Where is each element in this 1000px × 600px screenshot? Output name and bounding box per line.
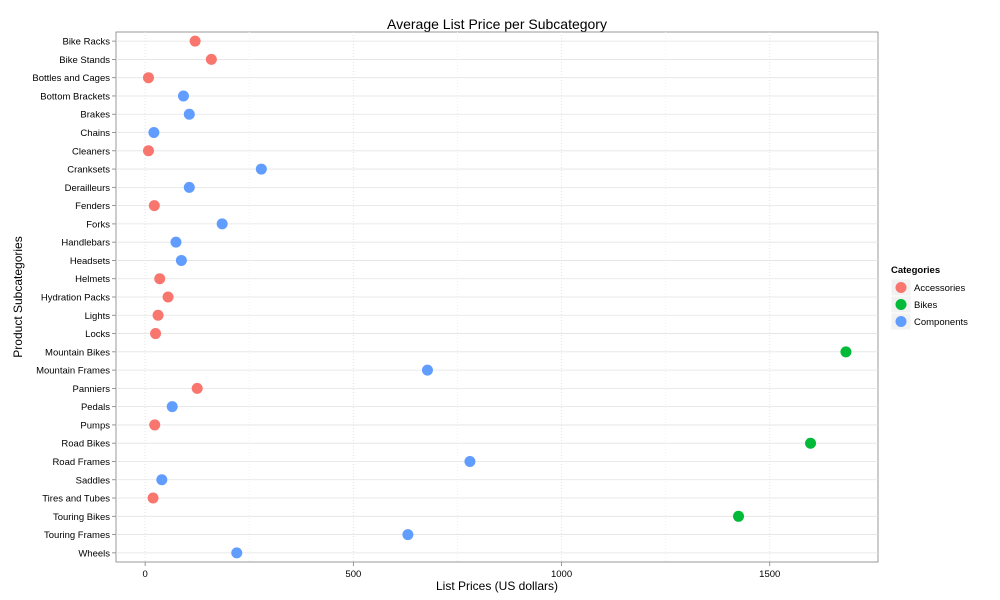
y-tick-label: Forks: [86, 219, 110, 230]
legend-label: Bikes: [914, 300, 937, 311]
data-point: [464, 455, 476, 467]
y-tick-label: Cranksets: [67, 165, 110, 176]
data-point: [421, 364, 433, 376]
data-point: [183, 108, 195, 120]
data-point: [805, 437, 817, 449]
data-points: [142, 35, 852, 559]
data-point: [154, 273, 166, 285]
legend: Categories Accessories Bikes Components: [890, 265, 968, 331]
y-tick-label: Handlebars: [61, 238, 110, 249]
data-point: [840, 346, 852, 358]
y-tick-label: Hydration Packs: [41, 293, 110, 304]
data-point: [147, 492, 159, 504]
axis-ticks: 0 500 1000 1500 Bike Racks Bike Stands Bottles…: [32, 37, 780, 580]
y-tick-label: Bottom Brackets: [40, 91, 110, 102]
data-point: [205, 53, 217, 65]
legend-swatch: [895, 299, 907, 310]
data-point: [231, 547, 243, 559]
x-tick-label: 0: [142, 569, 147, 580]
data-point: [150, 328, 162, 340]
y-tick-label: Touring Frames: [44, 530, 110, 541]
data-point: [162, 291, 174, 303]
x-axis-title: List Prices (US dollars): [436, 579, 558, 593]
data-point: [142, 145, 154, 157]
x-tick-label: 1000: [551, 569, 572, 580]
data-point: [402, 529, 414, 541]
y-tick-label: Pedals: [81, 402, 110, 413]
data-point: [142, 72, 154, 84]
y-tick-label: Fenders: [75, 201, 110, 212]
y-tick-label: Bike Racks: [62, 37, 110, 48]
data-point: [166, 401, 178, 413]
y-tick-label: Panniers: [73, 384, 111, 395]
y-tick-label: Road Frames: [52, 457, 110, 468]
y-tick-label: Road Bikes: [61, 439, 110, 450]
y-tick-label: Helmets: [75, 274, 110, 285]
y-tick-label: Locks: [85, 329, 110, 340]
data-point: [148, 200, 160, 212]
data-point: [149, 419, 161, 431]
grid-lines: [116, 32, 878, 562]
legend-label: Accessories: [914, 283, 965, 294]
y-tick-label: Bike Stands: [59, 55, 110, 66]
data-point: [733, 510, 745, 522]
legend-swatch: [895, 316, 907, 327]
legend-title: Categories: [891, 265, 940, 276]
legend-label: Components: [914, 317, 968, 328]
y-tick-label: Pumps: [80, 420, 110, 431]
y-tick-label: Headsets: [70, 256, 110, 267]
y-tick-label: Bottles and Cages: [32, 73, 110, 84]
y-tick-label: Brakes: [80, 110, 110, 121]
data-point: [156, 474, 168, 486]
data-point: [148, 127, 160, 139]
x-tick-label: 500: [345, 569, 361, 580]
data-point: [191, 382, 203, 394]
y-tick-label: Lights: [85, 311, 111, 322]
y-tick-label: Cleaners: [72, 146, 110, 157]
y-tick-label: Mountain Bikes: [45, 347, 110, 358]
y-tick-label: Wheels: [78, 548, 110, 559]
y-tick-label: Mountain Frames: [36, 366, 110, 377]
data-point: [216, 218, 228, 230]
y-axis-title: Product Subcategories: [11, 236, 25, 357]
y-tick-label: Tires and Tubes: [42, 494, 110, 505]
y-tick-label: Derailleurs: [65, 183, 111, 194]
legend-swatch: [895, 282, 907, 293]
data-point: [170, 236, 182, 248]
y-tick-label: Saddles: [76, 475, 111, 486]
chart-title: Average List Price per Subcategory: [387, 16, 607, 32]
y-tick-label: Touring Bikes: [53, 512, 110, 523]
data-point: [152, 309, 164, 321]
data-point: [255, 163, 267, 175]
y-tick-label: Chains: [80, 128, 110, 139]
data-point: [175, 254, 187, 266]
data-point: [189, 35, 201, 47]
data-point: [183, 181, 195, 193]
x-tick-label: 1500: [759, 569, 780, 580]
data-point: [177, 90, 189, 102]
